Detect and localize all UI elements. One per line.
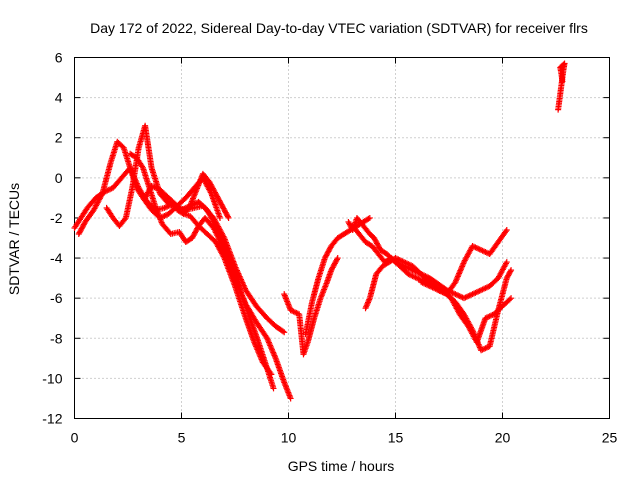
plot-frame: [74, 57, 610, 419]
y-tick-label: -2: [50, 210, 63, 226]
data-point: [503, 259, 510, 266]
data-point: [507, 268, 514, 275]
series-track-13: [555, 60, 568, 113]
y-tick-label: -4: [50, 250, 63, 266]
x-tick-label: 25: [602, 430, 618, 446]
data-point: [224, 213, 231, 220]
data-point: [503, 226, 510, 233]
data-point: [281, 329, 288, 336]
data-point: [334, 255, 341, 262]
data-point: [506, 296, 513, 303]
data-series: [71, 60, 568, 402]
y-tick-label: -6: [50, 290, 63, 306]
x-tick-label: 20: [495, 430, 511, 446]
series-track-5: [142, 170, 232, 221]
data-point: [179, 210, 186, 217]
x-tick-label: 10: [281, 430, 297, 446]
axis-ticks: 0 5 10 15 20 25 -12 -10 -8 -6 -4 -2 0 2 4 6: [42, 50, 617, 446]
x-tick-label: 5: [178, 430, 186, 446]
data-point: [279, 328, 286, 335]
data-point: [334, 256, 341, 263]
data-point: [508, 267, 515, 274]
y-tick-label: 2: [55, 130, 63, 146]
y-tick-label: -10: [42, 370, 62, 386]
chart-title: Day 172 of 2022, Sidereal Day-to-day VTE…: [90, 20, 588, 36]
y-tick-label: -12: [42, 411, 62, 427]
y-tick-label: -8: [50, 330, 63, 346]
y-tick-label: 6: [55, 50, 63, 66]
data-point: [559, 78, 566, 85]
data-point: [365, 215, 372, 222]
data-point: [287, 395, 294, 402]
series-track-6: [174, 206, 275, 378]
y-axis-label: SDTVAR / TECUs: [6, 183, 22, 295]
data-point: [268, 371, 275, 378]
y-tick-label: 0: [55, 170, 63, 186]
data-point: [217, 214, 224, 221]
data-point: [508, 295, 515, 302]
data-point: [225, 214, 232, 221]
series-track-11: [362, 226, 510, 312]
x-tick-label: 15: [388, 430, 404, 446]
data-point: [502, 228, 509, 235]
y-tick-label: 4: [55, 90, 63, 106]
x-axis-label: GPS time / hours: [288, 458, 395, 474]
data-point: [267, 370, 274, 377]
series-track-12: [418, 267, 515, 354]
series-track-7: [281, 255, 341, 358]
x-tick-label: 0: [71, 430, 79, 446]
data-point: [366, 214, 373, 221]
data-point: [270, 385, 277, 392]
